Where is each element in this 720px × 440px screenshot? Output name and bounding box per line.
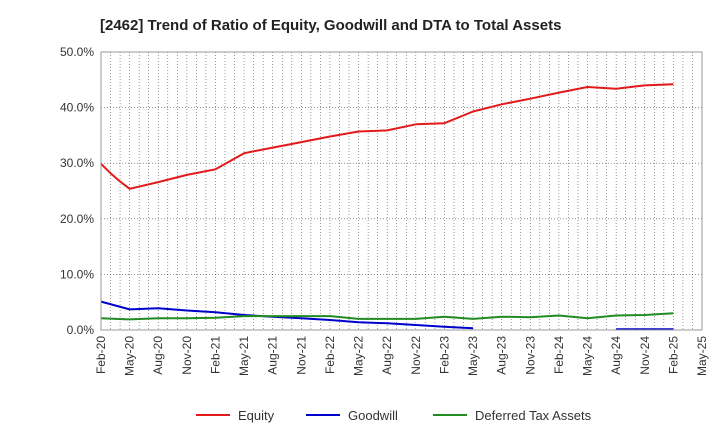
series-line-goodwill bbox=[100, 300, 474, 330]
y-tick-label: 20.0% bbox=[60, 212, 94, 226]
x-tick-label: May-20 bbox=[123, 336, 137, 376]
y-axis-tick-labels: 0.0% 10.0% 20.0% 30.0% 40.0% 50.0% bbox=[60, 45, 94, 337]
x-tick-label: Feb-25 bbox=[666, 336, 680, 374]
x-tick-label: Feb-22 bbox=[323, 336, 337, 374]
y-tick-label: 50.0% bbox=[60, 45, 94, 59]
x-tick-label: Aug-24 bbox=[609, 336, 623, 375]
x-tick-label: Nov-20 bbox=[180, 336, 194, 375]
chart-title: [2462] Trend of Ratio of Equity, Goodwil… bbox=[100, 17, 561, 34]
y-tick-label: 0.0% bbox=[67, 323, 95, 337]
legend-label: Equity bbox=[238, 408, 275, 423]
x-axis-tick-labels: Feb-20 May-20 Aug-20 Nov-20 Feb-21 May-21 Aug-… bbox=[94, 336, 709, 376]
plot-area-frame bbox=[100, 51, 703, 331]
series-line-deferred-tax-assets bbox=[100, 312, 674, 321]
x-tick-label: Feb-21 bbox=[208, 336, 222, 374]
series-lines bbox=[100, 83, 674, 331]
x-tick-label: Feb-24 bbox=[552, 336, 566, 374]
y-tick-label: 30.0% bbox=[60, 156, 94, 170]
horizontal-gridlines bbox=[101, 107, 702, 275]
x-tick-label: Aug-22 bbox=[380, 336, 394, 375]
x-tick-label: May-23 bbox=[466, 336, 480, 376]
vertical-gridlines bbox=[110, 52, 693, 330]
x-tick-label: Aug-23 bbox=[495, 336, 509, 375]
x-tick-label: Nov-23 bbox=[523, 336, 537, 375]
x-tick-label: Nov-24 bbox=[638, 336, 652, 375]
legend: Equity Goodwill Deferred Tax Assets bbox=[196, 408, 592, 423]
x-tick-label: Feb-23 bbox=[437, 336, 451, 374]
legend-label: Goodwill bbox=[348, 408, 398, 423]
x-tick-label: Nov-22 bbox=[409, 336, 423, 375]
series-line-equity bbox=[100, 83, 674, 190]
x-tick-label: Aug-21 bbox=[266, 336, 280, 375]
x-tick-label: Nov-21 bbox=[294, 336, 308, 375]
y-tick-label: 10.0% bbox=[60, 267, 94, 281]
legend-label: Deferred Tax Assets bbox=[475, 408, 592, 423]
x-tick-label: Aug-20 bbox=[151, 336, 165, 375]
x-tick-label: May-22 bbox=[352, 336, 366, 376]
x-tick-label: May-25 bbox=[695, 336, 709, 376]
x-tick-label: May-24 bbox=[581, 336, 595, 376]
y-tick-label: 40.0% bbox=[60, 101, 94, 115]
x-tick-label: May-21 bbox=[237, 336, 251, 376]
x-tick-label: Feb-20 bbox=[94, 336, 108, 374]
